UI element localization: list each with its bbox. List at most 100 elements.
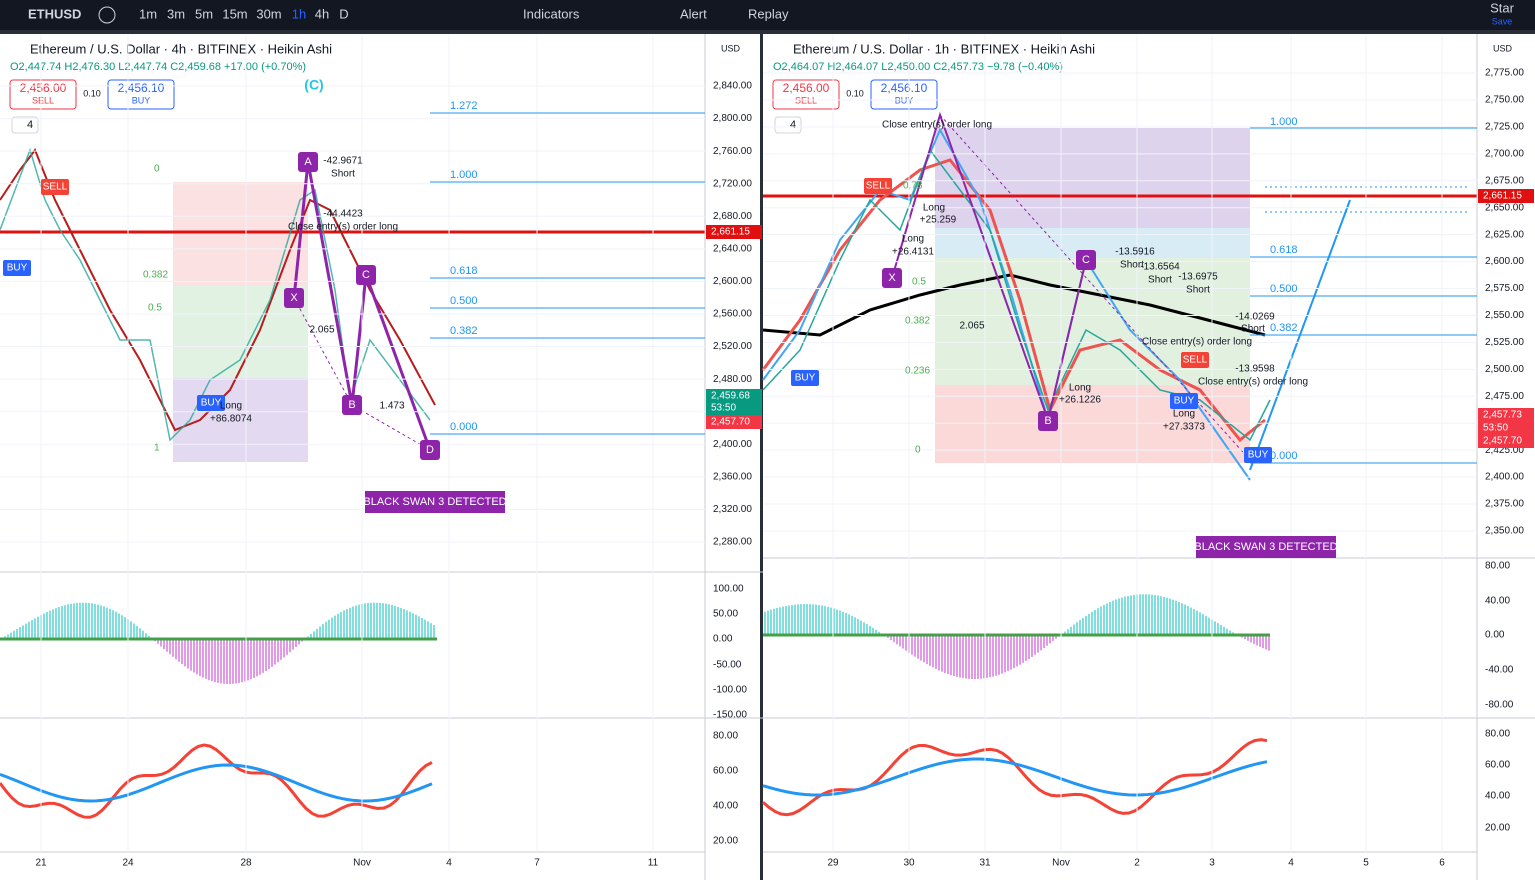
- signal-badge: [41, 179, 69, 195]
- date-tick: 24: [122, 858, 134, 869]
- indicator-toggle[interactable]: [774, 116, 802, 134]
- interval[interactable]: 15m: [222, 6, 247, 21]
- alert-label: BLACK SWAN 3 DETECTED: [1194, 541, 1337, 553]
- trade-annotation: Close entry(s) order long: [288, 222, 398, 233]
- trade-annotation: 2.065: [959, 321, 984, 332]
- trade-annotation: Short: [1148, 275, 1172, 286]
- signal-badge: [3, 260, 31, 276]
- interval[interactable]: 5m: [195, 6, 213, 21]
- buy-box[interactable]: [870, 79, 938, 110]
- rsi-tick: 60.00: [713, 766, 738, 777]
- spread: 0.10: [846, 88, 864, 98]
- interval[interactable]: 1h: [292, 6, 306, 21]
- osc-tick: 50.00: [713, 609, 738, 620]
- replay-button[interactable]: Replay: [748, 6, 789, 21]
- wave-point-label: C: [1082, 254, 1090, 266]
- alert-button[interactable]: Alert: [680, 6, 707, 21]
- buy-box[interactable]: [107, 79, 175, 110]
- trade-annotation: Long: [923, 203, 945, 214]
- signal-badge: [197, 395, 225, 411]
- price-tick: 2,500.00: [1485, 364, 1524, 375]
- ohlc: O2,464.07 H2,464.07 L2,450.00 C2,457.73 …: [773, 61, 1063, 73]
- price-tick: 2,625.00: [1485, 229, 1524, 240]
- indicator-count: 4: [790, 119, 796, 131]
- fib-level: 1.000: [1270, 116, 1298, 128]
- date-tick: 21: [35, 858, 47, 869]
- osc-tick: -50.00: [713, 660, 742, 671]
- date-tick: 4: [446, 858, 452, 869]
- rsi-line: [0, 743, 433, 819]
- sell-box[interactable]: [9, 79, 77, 110]
- rsi-signal-line: [0, 763, 433, 803]
- price-tick: 2,520.00: [713, 341, 752, 352]
- rsi-tick: 20.00: [1485, 823, 1510, 834]
- interval[interactable]: 4h: [315, 6, 329, 21]
- trade-annotation: -13.6564: [1140, 262, 1180, 273]
- trade-annotation: -42.9671: [323, 156, 363, 167]
- price-tick: 2,425.00: [1485, 445, 1524, 456]
- trade-annotation: Short: [331, 169, 355, 180]
- interval[interactable]: 3m: [167, 6, 185, 21]
- date-tick: 31: [979, 858, 991, 869]
- wave-label: (C): [304, 77, 323, 93]
- save-button[interactable]: Save: [1492, 16, 1513, 26]
- fib-level: 1.000: [450, 169, 478, 181]
- wave-point: [298, 152, 318, 172]
- sell-box[interactable]: [772, 79, 840, 110]
- rsi-tick: 20.00: [713, 836, 738, 847]
- trade-annotation: Close entry(s) order long: [1198, 377, 1308, 388]
- wave-point-label: C: [362, 269, 370, 281]
- price-tick: 2,400.00: [1485, 472, 1524, 483]
- fib-inner-level: 0.382: [143, 270, 168, 281]
- sell-price: 2,456.00: [20, 81, 67, 95]
- trade-annotation: Short: [1120, 260, 1144, 271]
- fib-level: 1.272: [450, 100, 478, 112]
- alert-badge: [365, 491, 505, 513]
- price-tick: 2,280.00: [713, 537, 752, 548]
- fib-inner-level: 0.236: [905, 366, 930, 377]
- interval[interactable]: D: [339, 6, 348, 21]
- interval[interactable]: 1m: [139, 6, 157, 21]
- fib-level: 0.618: [450, 265, 478, 277]
- wave-point-label: X: [888, 272, 896, 284]
- trade-annotation: Long: [902, 234, 924, 245]
- ohlc: O2,447.74 H2,476.30 L2,447.74 C2,459.68 …: [10, 61, 306, 73]
- wave-point-label: B: [348, 399, 355, 411]
- price-tick: 2,640.00: [713, 243, 752, 254]
- rsi-tick: 80.00: [1485, 729, 1510, 740]
- osc-tick: -40.00: [1485, 665, 1514, 676]
- osc-tick: -150.00: [713, 710, 747, 721]
- buy-price: 2,456.10: [118, 81, 165, 95]
- signal-badge: [1181, 352, 1209, 368]
- price-tick: 2,750.00: [1485, 95, 1524, 106]
- interval[interactable]: 30m: [256, 6, 281, 21]
- divider: [760, 30, 763, 880]
- signal-badge: [1244, 447, 1272, 463]
- osc-tick: 40.00: [1485, 596, 1510, 607]
- trade-annotation: Close entry(s) order long: [1142, 337, 1252, 348]
- date-tick: 28: [240, 858, 252, 869]
- wave-point-label: D: [426, 444, 434, 456]
- signal-label: SELL: [43, 182, 68, 193]
- date-tick: 11: [648, 858, 659, 869]
- date-tick: 30: [903, 858, 915, 869]
- user-name[interactable]: Star: [1490, 0, 1515, 15]
- trade-annotation: +26.4131: [892, 247, 934, 258]
- price-tag-label: 2,457.70: [711, 417, 750, 428]
- price-tick: 2,525.00: [1485, 337, 1524, 348]
- date-tick: 6: [1439, 858, 1445, 869]
- fib-level: 0.500: [1270, 283, 1298, 295]
- price-tag-label: 2,457.73: [1483, 410, 1522, 421]
- wave-point: [420, 440, 440, 460]
- symbol[interactable]: ETHUSD: [28, 6, 81, 21]
- toolbar: [0, 0, 1535, 30]
- oscillators: [0, 594, 1270, 819]
- wave-point-label: X: [290, 292, 298, 304]
- price-tick: 2,680.00: [713, 211, 752, 222]
- price-tick: 2,480.00: [713, 374, 752, 385]
- price-tag: [1478, 434, 1534, 448]
- indicators-button[interactable]: Indicators: [523, 6, 580, 21]
- indicator-toggle[interactable]: [11, 116, 39, 134]
- price-tick: 2,575.00: [1485, 283, 1524, 294]
